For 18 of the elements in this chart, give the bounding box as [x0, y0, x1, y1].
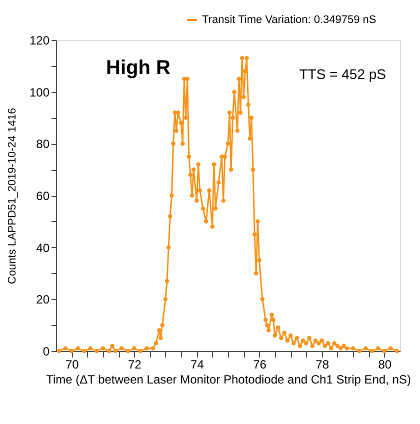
- x-tick-label: 78: [316, 358, 330, 372]
- x-tick-label: 76: [253, 358, 267, 372]
- x-tick-label: 70: [65, 358, 80, 372]
- y-tick-label: 20: [36, 292, 50, 307]
- y-axis-title: Counts LAPPD51_2019-10-24 1416: [6, 108, 18, 284]
- y-tick-label: 80: [36, 137, 50, 152]
- y-tick-label: 100: [29, 85, 50, 100]
- y-tick-label: 120: [29, 34, 50, 48]
- legend-label: Transit Time Variation: 0.349759 nS: [202, 14, 376, 26]
- x-tick-label: 80: [378, 358, 392, 372]
- x-tick-label: 74: [190, 358, 204, 372]
- y-tick-label: 40: [36, 240, 50, 255]
- annotation: High R: [106, 57, 171, 79]
- annotation: TTS = 452 pS: [299, 66, 386, 82]
- x-tick-label: 72: [128, 358, 142, 372]
- y-tick-label: 60: [36, 189, 50, 203]
- x-axis-title: Time (ΔT between Laser Monitor Photodiode and Ch1 Strip End, nS): [46, 372, 411, 386]
- y-tick-label: 0: [42, 344, 50, 358]
